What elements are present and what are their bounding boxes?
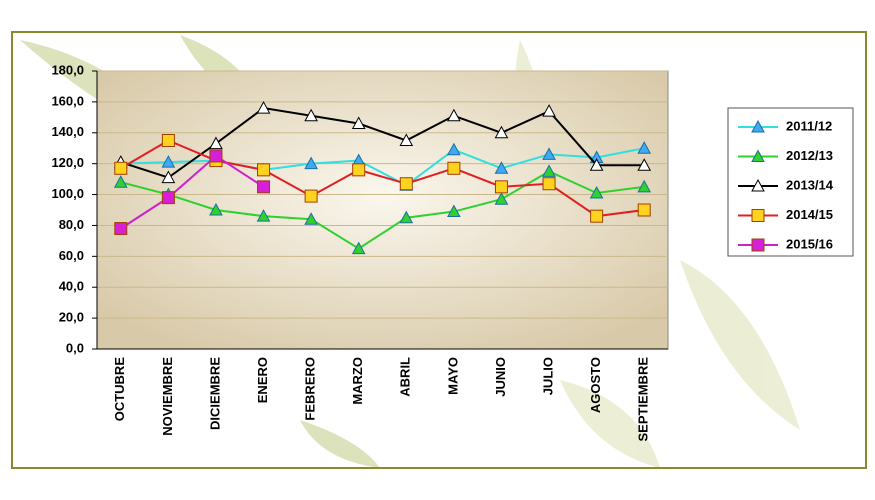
marker [494,125,509,139]
marker [351,116,366,130]
y-tick-label: 160,0 [51,93,84,108]
y-tick-label: 0,0 [66,340,84,355]
legend-label: 2015/16 [786,236,833,251]
y-tick-label: 100,0 [51,186,84,201]
legend [727,107,854,257]
y-tick-label: 180,0 [51,62,84,77]
series-line [120,147,645,187]
marker [257,180,271,194]
y-tick-label: 140,0 [51,124,84,139]
y-tick-label: 120,0 [51,155,84,170]
marker [161,170,176,184]
x-tick-label: OCTUBRE [112,357,127,422]
marker [209,149,223,163]
y-tick-label: 80,0 [59,217,84,232]
legend-label: 2013/14 [786,177,834,192]
marker [209,136,223,150]
marker [494,192,509,205]
series-line [120,170,645,250]
marker [161,191,175,205]
marker [304,108,318,122]
marker [114,222,128,236]
marker [161,134,175,147]
series-line [120,107,645,179]
marker [494,161,509,174]
marker [590,209,604,223]
series-line [120,154,265,230]
legend-label: 2011/12 [786,118,832,133]
marker [256,101,271,114]
marker [447,204,461,218]
x-tick-label: JULIO [540,357,555,395]
marker [304,156,318,170]
y-tick-label: 60,0 [59,248,84,263]
y-tick-label: 40,0 [59,279,84,294]
marker [209,202,223,216]
marker [161,155,176,168]
marker [351,241,366,255]
marker [399,210,414,224]
x-tick-label: FEBRERO [303,357,318,421]
marker [542,104,556,117]
marker [751,178,765,192]
legend-label: 2014/15 [786,207,833,222]
x-tick-label: MAYO [445,357,460,395]
legend-label: 2012/13 [786,148,833,163]
y-tick-label: 20,0 [59,310,84,325]
marker [542,164,556,177]
marker [589,158,604,171]
x-tick-label: JUNIO [493,357,508,397]
marker [542,147,556,160]
marker [399,133,414,146]
marker [751,238,765,252]
marker [589,185,604,199]
frame [11,31,867,469]
marker [542,177,556,191]
x-tick-label: AGOSTO [588,357,603,413]
marker [447,108,461,122]
x-tick-label: ENERO [255,357,270,403]
marker [494,180,508,194]
marker [637,203,651,217]
marker [637,158,652,171]
marker [352,163,366,177]
marker [257,163,271,177]
x-tick-label: NOVIEMBRE [160,357,175,436]
x-tick-label: ABRIL [398,357,413,397]
marker [447,142,461,156]
marker [399,177,413,191]
marker [113,175,128,188]
x-tick-label: SEPTIEMBRE [636,357,651,442]
marker [637,179,652,193]
marker [751,209,765,222]
marker [304,212,318,225]
marker [751,119,765,133]
series-line [120,139,645,218]
x-tick-label: DICIEMBRE [207,357,222,430]
marker [114,161,128,175]
marker [751,149,765,162]
marker [447,161,461,175]
marker [304,189,318,203]
marker [256,209,271,222]
plot-area [96,70,669,350]
marker [637,141,652,154]
x-tick-label: MARZO [350,357,365,405]
